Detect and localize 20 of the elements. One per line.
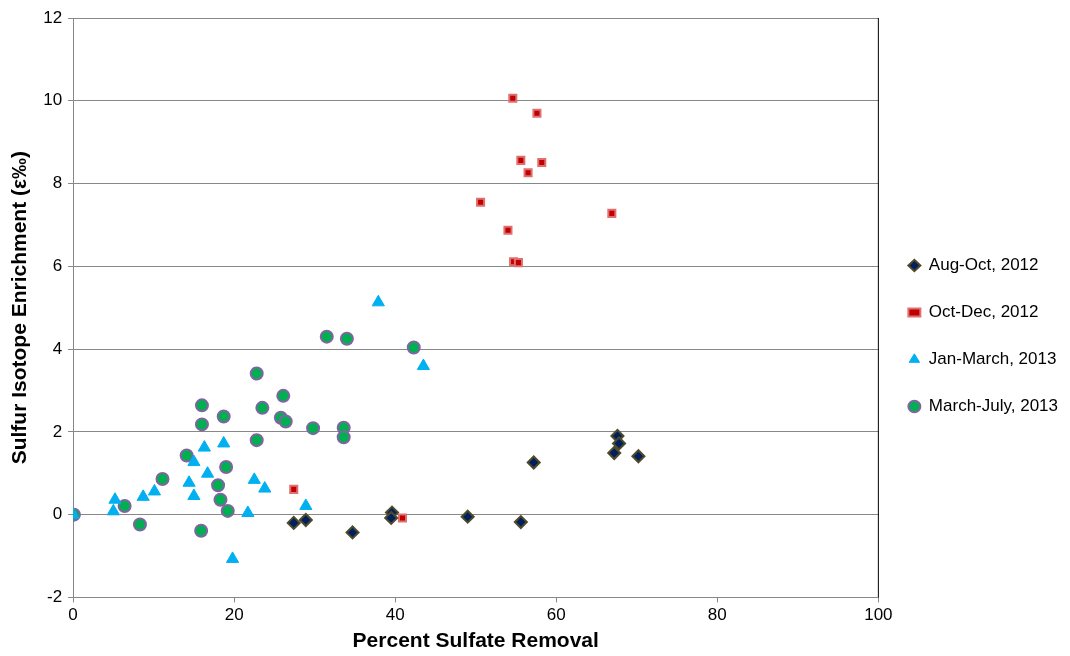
y-axis-title: Sulfur Isotope Enrichment (ε‰) [7,151,31,465]
x-tick-label: 40 [385,605,405,625]
legend-label: Jan-March, 2013 [928,349,1057,369]
x-tick-label: 0 [68,605,78,625]
y-tick-label: 2 [52,421,63,441]
y-tick-label: 12 [43,7,63,27]
y-tick-label: -2 [46,587,63,607]
y-tick-label: 10 [43,90,63,110]
x-axis-title: Percent Sulfate Removal [352,628,599,652]
x-tick-label: 80 [707,605,727,625]
x-tick-label: 60 [546,605,566,625]
y-tick-label: 8 [52,173,63,193]
legend-label: Aug-Oct, 2012 [928,255,1039,275]
y-tick-label: 6 [52,256,63,275]
x-tick-label: 100 [864,605,893,625]
legend-label: Oct-Dec, 2012 [928,302,1039,322]
y-tick-label: 0 [52,504,63,524]
x-tick-label: 20 [224,605,244,625]
legend-label: March-July, 2013 [928,396,1059,416]
y-tick-label: 4 [52,338,63,358]
